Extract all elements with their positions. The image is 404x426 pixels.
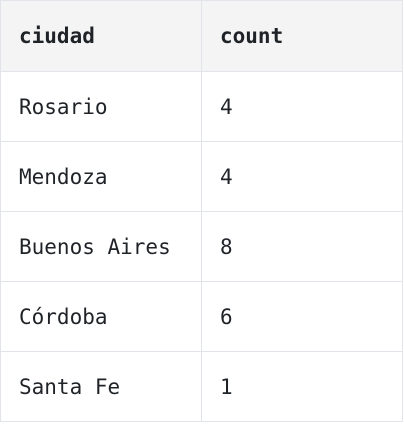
cell-ciudad: Santa Fe bbox=[0, 351, 202, 422]
table-header: ciudad count bbox=[0, 0, 403, 72]
table-body: Rosario 4 Mendoza 4 Buenos Aires 8 Córdo… bbox=[0, 71, 403, 422]
table-row: Santa Fe 1 bbox=[0, 351, 403, 422]
cell-count: 1 bbox=[201, 351, 403, 422]
cell-count: 4 bbox=[201, 141, 403, 212]
table-row: Córdoba 6 bbox=[0, 281, 403, 352]
cell-count: 8 bbox=[201, 211, 403, 282]
cell-count: 4 bbox=[201, 71, 403, 142]
column-header-ciudad: ciudad bbox=[0, 0, 202, 72]
header-row: ciudad count bbox=[0, 0, 403, 72]
cell-count: 6 bbox=[201, 281, 403, 352]
cell-ciudad: Buenos Aires bbox=[0, 211, 202, 282]
table-row: Rosario 4 bbox=[0, 71, 403, 142]
cell-ciudad: Rosario bbox=[0, 71, 202, 142]
table-row: Mendoza 4 bbox=[0, 141, 403, 212]
column-header-count: count bbox=[201, 0, 403, 72]
table-row: Buenos Aires 8 bbox=[0, 211, 403, 282]
cell-ciudad: Mendoza bbox=[0, 141, 202, 212]
cell-ciudad: Córdoba bbox=[0, 281, 202, 352]
